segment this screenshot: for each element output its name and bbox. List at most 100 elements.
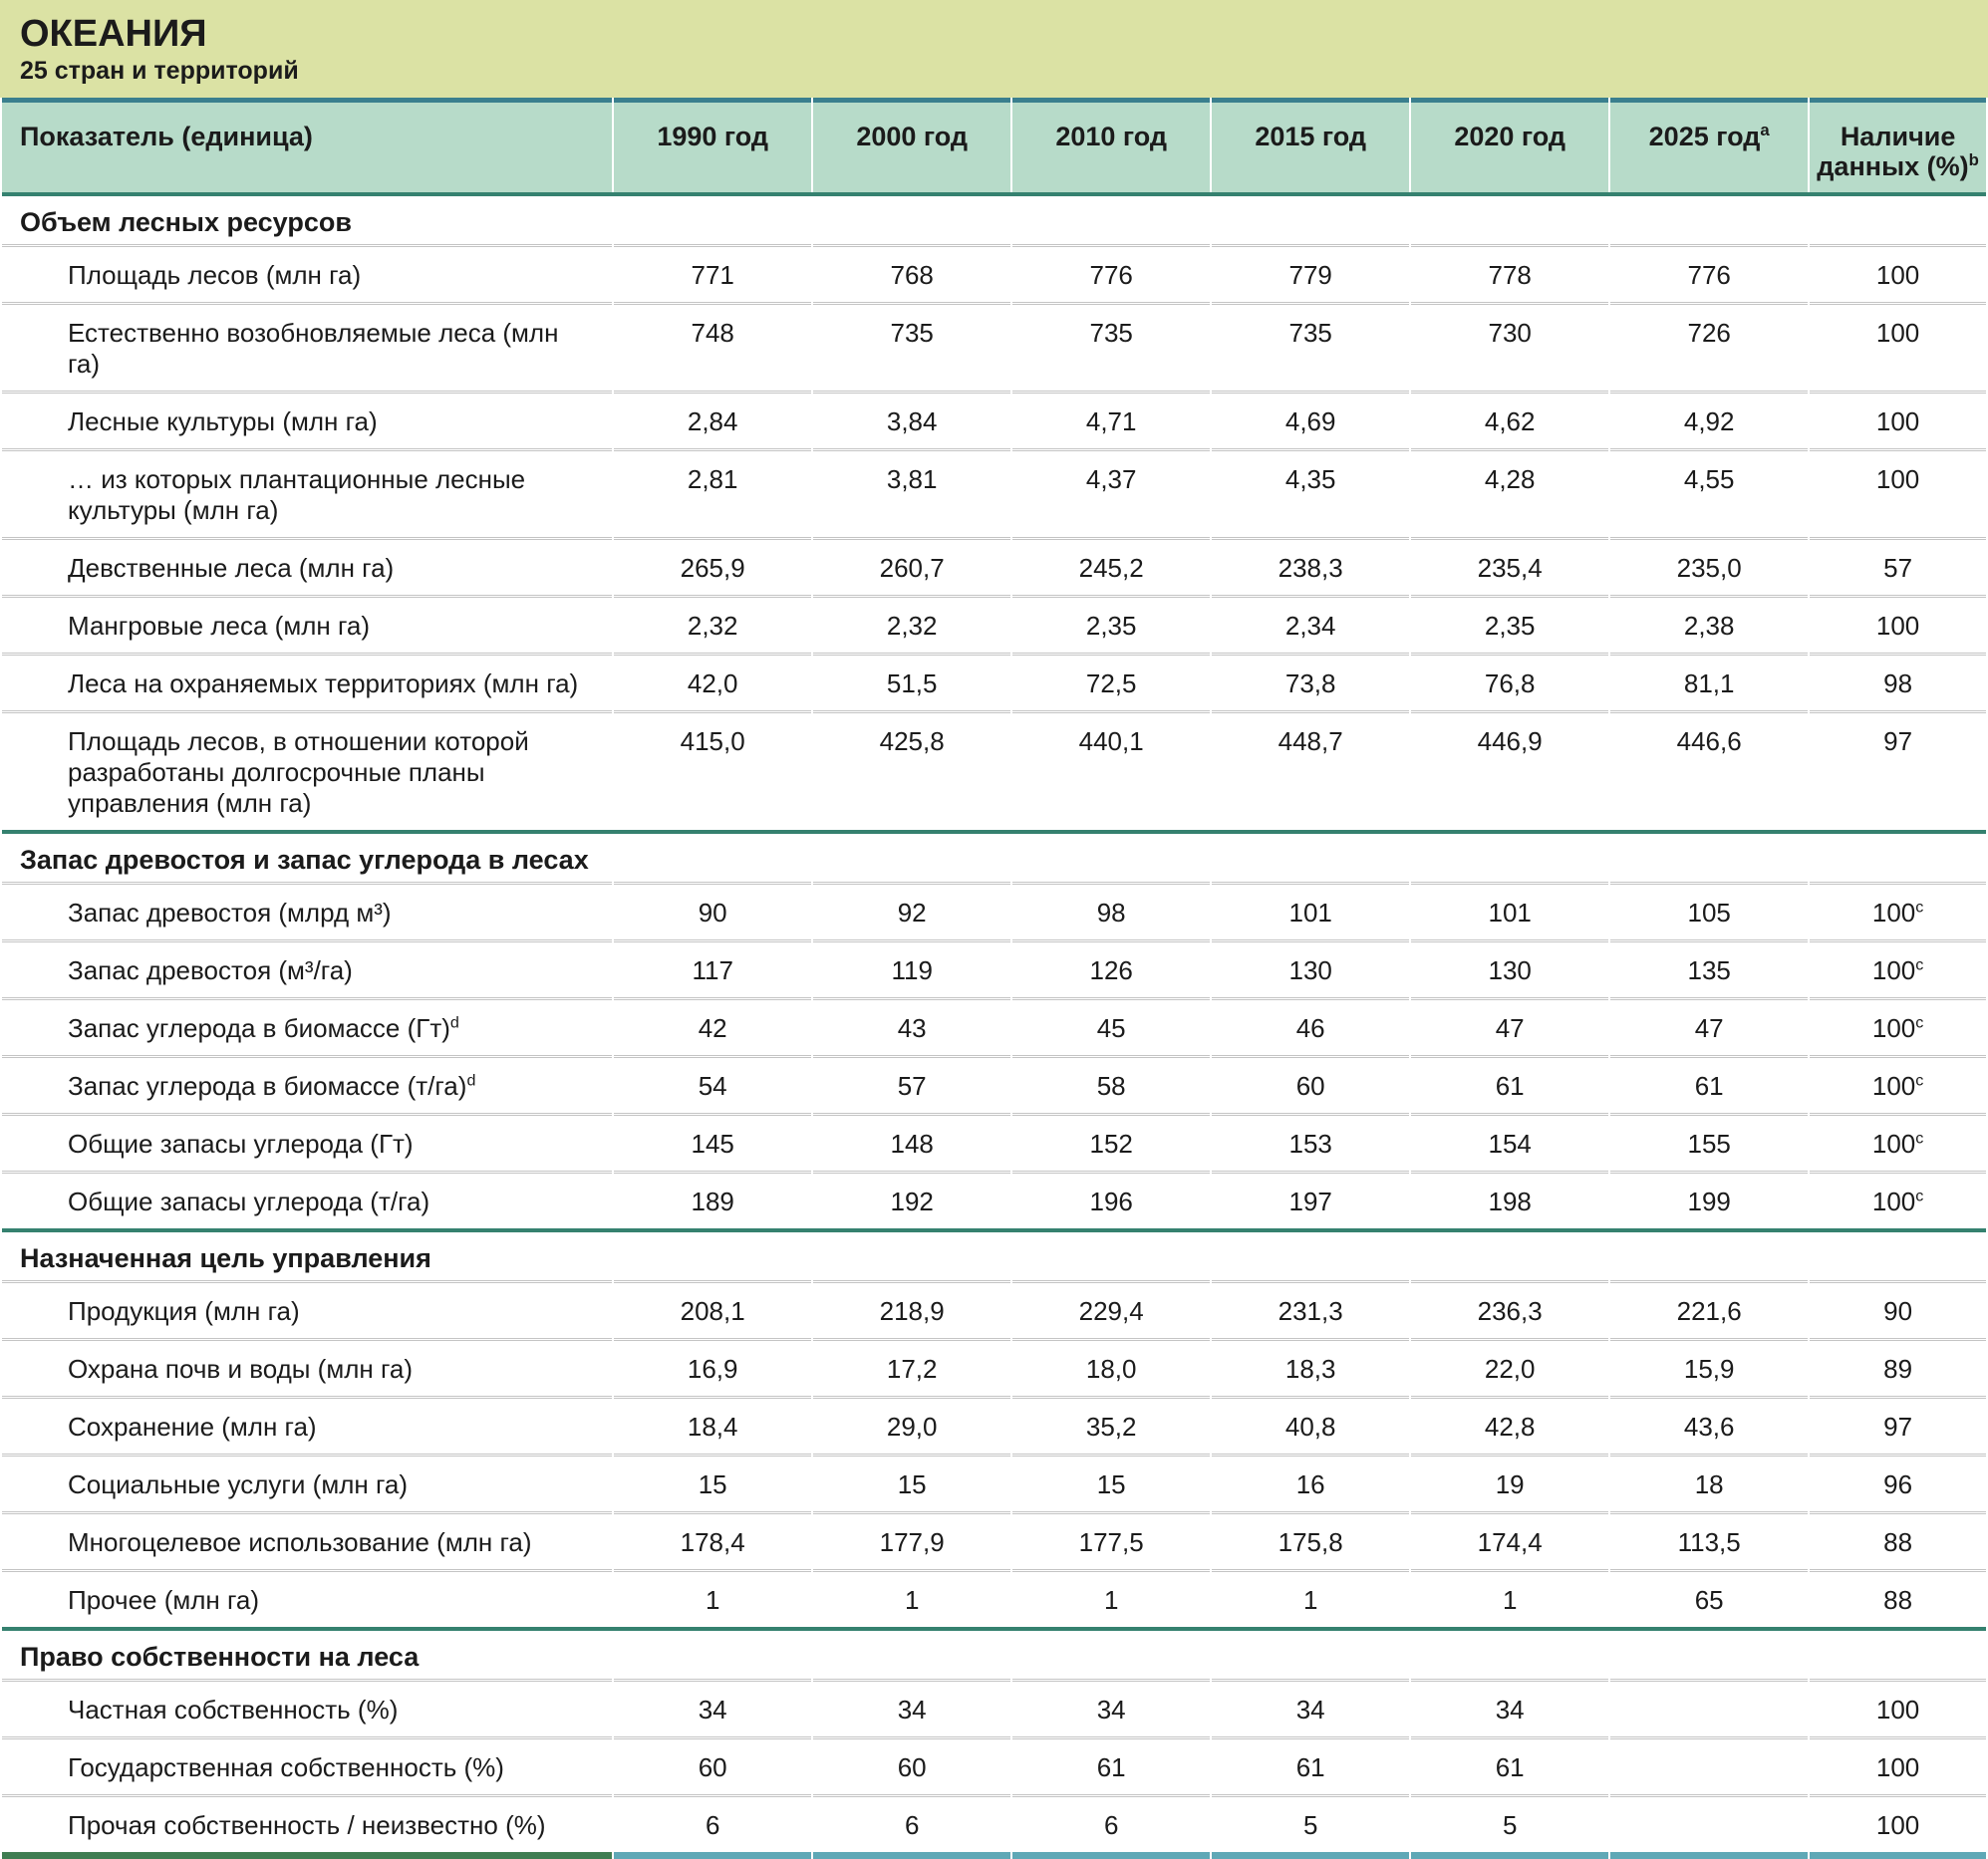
availability-cell: 57: [1810, 537, 1986, 595]
value-cell: 81,1: [1610, 653, 1809, 710]
availability-cell: 100: [1810, 244, 1986, 302]
value-cell: 155: [1610, 1113, 1809, 1171]
availability-cell: 100: [1810, 302, 1986, 391]
table-row: … из которых плантационные лесные культу…: [2, 448, 1986, 537]
value-cell: 2,32: [614, 595, 812, 653]
table-row: Общие запасы углерода (Гт) 145 148 152 153 15…: [2, 1113, 1986, 1171]
availability-cell: 100c: [1810, 939, 1986, 997]
table-row: Прочее (млн га) 1 1 1 1 1 65 88: [2, 1569, 1986, 1627]
value-cell: 18: [1610, 1454, 1809, 1511]
value-cell: 198: [1411, 1171, 1609, 1228]
column-header-2015: 2015 год: [1212, 98, 1410, 192]
table-row: Запас углерода в биомассе (Гт)d 42 43 45 46 4…: [2, 997, 1986, 1055]
region-subtitle: 25 стран и территорий: [20, 57, 299, 85]
section-header-row: Объем лесных ресурсов: [2, 192, 1986, 244]
value-cell: 34: [1012, 1679, 1211, 1736]
value-cell: 43: [813, 997, 1011, 1055]
section-header-row: Назначенная цель управления: [2, 1228, 1986, 1280]
value-cell: 29,0: [813, 1396, 1011, 1454]
value-cell: 231,3: [1212, 1280, 1410, 1338]
value-cell: 45: [1012, 997, 1211, 1055]
availability-cell: 100c: [1810, 1055, 1986, 1113]
availability-cell: 100: [1810, 1679, 1986, 1736]
value-cell: 16,9: [614, 1338, 812, 1396]
value-cell: 6: [1012, 1794, 1211, 1859]
value-cell: 61: [1411, 1736, 1609, 1794]
section-title: Право собственности на леса: [2, 1627, 1986, 1679]
value-cell: 199: [1610, 1171, 1809, 1228]
region-header-band: ОКЕАНИЯ 25 стран и территорий: [0, 0, 1988, 98]
value-cell: 15,9: [1610, 1338, 1809, 1396]
value-cell: 4,62: [1411, 391, 1609, 448]
column-header-indicator: Показатель (единица): [2, 98, 613, 192]
column-header-2000: 2000 год: [813, 98, 1011, 192]
row-label: Социальные услуги (млн га): [2, 1454, 613, 1511]
availability-cell: 100c: [1810, 997, 1986, 1055]
value-cell: 4,35: [1212, 448, 1410, 537]
value-cell: 779: [1212, 244, 1410, 302]
value-cell: 42,0: [614, 653, 812, 710]
value-cell: 1: [813, 1569, 1011, 1627]
value-cell: 92: [813, 882, 1011, 939]
table-row: Запас углерода в биомассе (т/га)d 54 57 58 6…: [2, 1055, 1986, 1113]
value-cell: 726: [1610, 302, 1809, 391]
value-cell: 145: [614, 1113, 812, 1171]
section-header-row: Запас древостоя и запас углерода в лесах: [2, 830, 1986, 882]
row-label: Сохранение (млн га): [2, 1396, 613, 1454]
availability-cell: 100c: [1810, 1171, 1986, 1228]
value-cell: 15: [1012, 1454, 1211, 1511]
value-cell: 152: [1012, 1113, 1211, 1171]
table-row: Прочая собственность / неизвестно (%) 6 6 6…: [2, 1794, 1986, 1859]
row-label: Естественно возобновляемые леса (млн га): [2, 302, 613, 391]
availability-cell: 89: [1810, 1338, 1986, 1396]
availability-cell: 97: [1810, 710, 1986, 830]
availability-cell: 98: [1810, 653, 1986, 710]
availability-cell: 100: [1810, 391, 1986, 448]
value-cell: 735: [1212, 302, 1410, 391]
value-cell: 51,5: [813, 653, 1011, 710]
value-cell: 34: [1411, 1679, 1609, 1736]
value-cell: 61: [1610, 1055, 1809, 1113]
value-cell: 40,8: [1212, 1396, 1410, 1454]
value-cell: 6: [614, 1794, 812, 1859]
value-cell: 60: [614, 1736, 812, 1794]
value-cell: 4,71: [1012, 391, 1211, 448]
availability-cell: 90: [1810, 1280, 1986, 1338]
value-cell: 46: [1212, 997, 1410, 1055]
table-row: Запас древостоя (млрд м³) 90 92 98 101 101 105…: [2, 882, 1986, 939]
region-title: ОКЕАНИЯ: [20, 13, 207, 55]
value-cell: 425,8: [813, 710, 1011, 830]
table-row: Лесные культуры (млн га) 2,84 3,84 4,71 4,69…: [2, 391, 1986, 448]
value-cell: 130: [1212, 939, 1410, 997]
value-cell: 34: [813, 1679, 1011, 1736]
availability-cell: 88: [1810, 1569, 1986, 1627]
value-cell: 154: [1411, 1113, 1609, 1171]
table-row: Частная собственность (%) 34 34 34 34 34 100: [2, 1679, 1986, 1736]
table-row: Охрана почв и воды (млн га) 16,9 17,2 18,0 1…: [2, 1338, 1986, 1396]
value-cell: 5: [1212, 1794, 1410, 1859]
value-cell: 35,2: [1012, 1396, 1211, 1454]
value-cell: 245,2: [1012, 537, 1211, 595]
value-cell: 135: [1610, 939, 1809, 997]
table-row: Многоцелевое использование (млн га) 178,4…: [2, 1511, 1986, 1569]
table-row: Девственные леса (млн га) 265,9 260,7 245,2…: [2, 537, 1986, 595]
value-cell: 189: [614, 1171, 812, 1228]
value-cell: 2,81: [614, 448, 812, 537]
value-cell: 208,1: [614, 1280, 812, 1338]
value-cell: 61: [1411, 1055, 1609, 1113]
value-cell: 58: [1012, 1055, 1211, 1113]
value-cell: 177,5: [1012, 1511, 1211, 1569]
value-cell: 236,3: [1411, 1280, 1609, 1338]
section-header-row: Право собственности на леса: [2, 1627, 1986, 1679]
row-label: Лесные культуры (млн га): [2, 391, 613, 448]
value-cell: 771: [614, 244, 812, 302]
row-label: Девственные леса (млн га): [2, 537, 613, 595]
availability-cell: 100: [1810, 595, 1986, 653]
value-cell: 60: [1212, 1055, 1410, 1113]
value-cell: 34: [614, 1679, 812, 1736]
value-cell: 446,6: [1610, 710, 1809, 830]
value-cell: 17,2: [813, 1338, 1011, 1396]
value-cell: 415,0: [614, 710, 812, 830]
table-row: Площадь лесов (млн га) 771 768 776 779 778 776…: [2, 244, 1986, 302]
value-cell: 57: [813, 1055, 1011, 1113]
